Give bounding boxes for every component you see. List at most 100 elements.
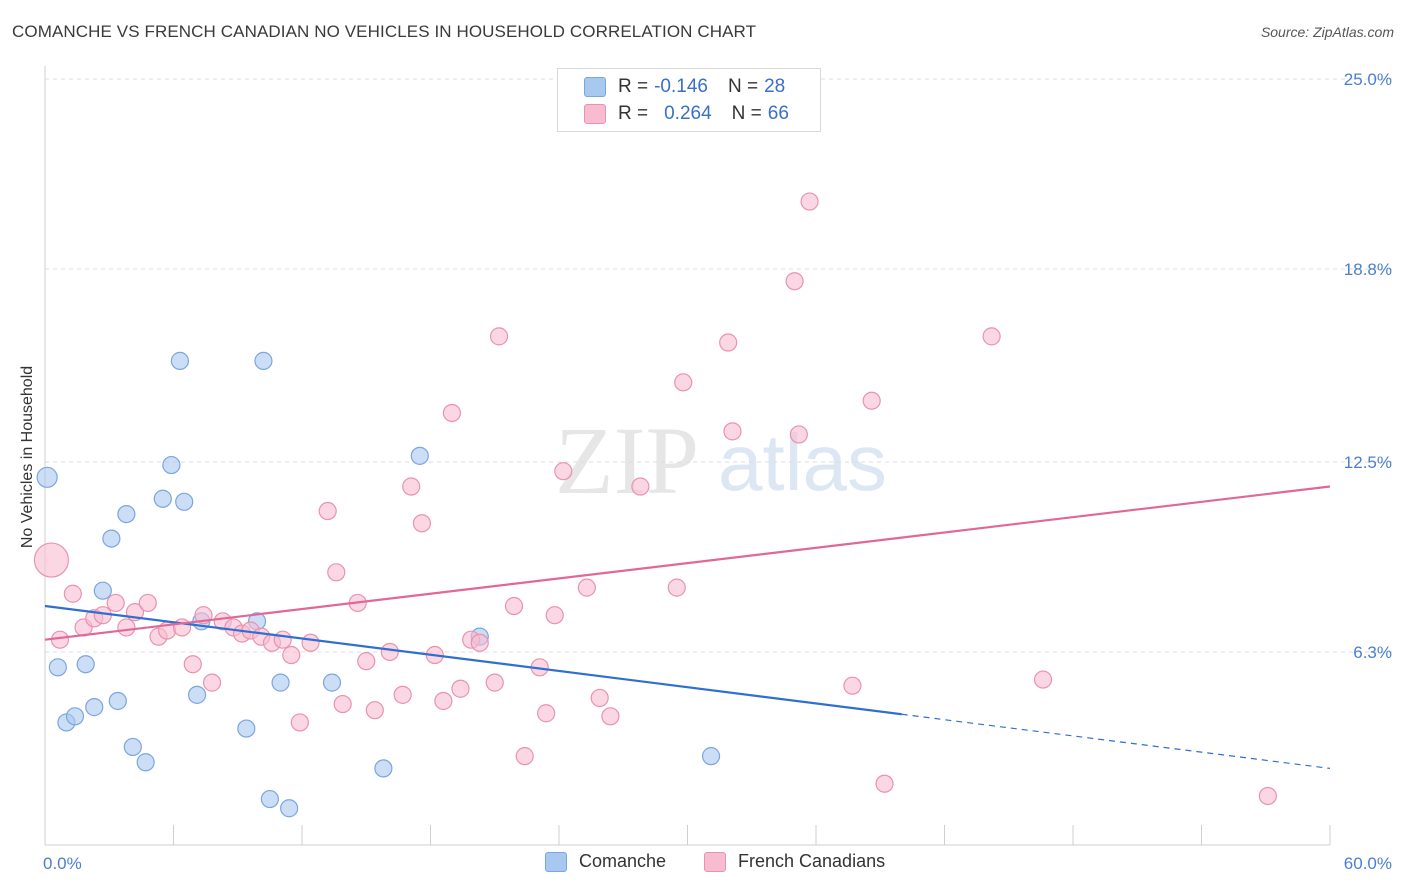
bottom-legend-swatch-french-canadians (704, 851, 726, 872)
comanche-point-21 (260, 789, 279, 809)
comanche-point-24 (322, 673, 342, 692)
french-canadians-point-27 (327, 563, 346, 582)
french-canadians-point-48 (545, 606, 564, 625)
grid-lines (45, 78, 1392, 653)
legend-row-french-canadians: R = 0.264 N = 66 (584, 101, 789, 127)
comanche-point-10 (123, 737, 142, 757)
comanche-point-0 (36, 466, 58, 488)
bottom-legend-label-french-canadians: French Canadians (738, 851, 886, 871)
legend-swatch-french-canadians (584, 104, 606, 124)
french-canadians-point-59 (789, 425, 808, 444)
french-canadians-point-41 (470, 633, 489, 652)
french-canadians-point-57 (723, 422, 742, 441)
french-canadians-point-63 (875, 774, 894, 793)
french-canadians-point-9 (138, 593, 157, 613)
french-canadians-point-6 (106, 593, 125, 613)
y-tick-label-2: 18.8% (1344, 260, 1392, 279)
french-canadians-point-55 (674, 373, 693, 392)
comanche-point-7 (102, 529, 121, 548)
french-canadians-point-44 (504, 596, 524, 616)
french-canadians-trend-line (44, 485, 1331, 641)
bottom-legend-swatch-comanche (545, 851, 567, 872)
axes (44, 66, 1331, 846)
french-canadians-point-61 (843, 676, 862, 695)
legend-swatch-comanche (584, 77, 606, 97)
n-value: 66 (767, 103, 789, 124)
french-canadians-point-13 (183, 655, 202, 674)
french-canadians-point-54 (667, 578, 686, 597)
y-tick-label-1: 12.5% (1344, 453, 1392, 472)
comanche-point-4 (76, 655, 95, 674)
comanche-point-18 (237, 719, 256, 738)
comanche-point-28 (701, 747, 721, 766)
bottom-legend-french-canadians: French Canadians (704, 851, 885, 872)
french-canadians-point-30 (357, 652, 376, 671)
x-tick-label-min: 0.0% (43, 854, 82, 873)
french-canadians-point-52 (601, 707, 620, 726)
comanche-point-23 (280, 799, 299, 818)
comanche-point-15 (175, 492, 194, 511)
comanche-point-6 (93, 581, 112, 600)
french-canadians-point-22 (273, 630, 292, 649)
french-canadians-point-38 (442, 403, 462, 423)
french-canadians-point-32 (380, 642, 399, 662)
comanche-point-16 (187, 685, 207, 704)
comanche-point-13 (162, 455, 181, 475)
french-canadians-point-43 (489, 327, 509, 346)
comanche-point-1 (48, 658, 67, 677)
comanche-point-12 (153, 489, 172, 508)
bottom-legend-comanche: Comanche (545, 851, 666, 872)
french-canadians-point-15 (202, 673, 222, 692)
y-tick-label-3: 25.0% (1344, 70, 1392, 89)
watermark-zip: ZIP (555, 407, 699, 514)
french-canadians-point-39 (451, 679, 470, 698)
comanche-point-3 (65, 707, 85, 726)
french-canadians-point-7 (117, 618, 136, 637)
x-tick-labels: 0.0% 60.0% (43, 854, 1392, 873)
x-tick-label-max: 60.0% (1344, 854, 1392, 873)
french-canadians-point-25 (301, 633, 320, 652)
french-canadians-point-0 (33, 542, 70, 578)
legend-row-comanche: R = -0.146 N = 28 (584, 74, 785, 100)
y-tick-label-0: 6.3% (1353, 643, 1392, 662)
comanche-point-5 (85, 698, 104, 717)
french-canadians-point-24 (290, 713, 309, 732)
source-label: Source: ZipAtlas.com (1260, 24, 1394, 40)
comanche-point-9 (117, 504, 136, 524)
n-value: 28 (764, 76, 786, 97)
r-label: R = (618, 103, 649, 124)
french-canadians-point-58 (785, 272, 804, 291)
comanche-point-11 (136, 753, 155, 772)
french-canadians-point-31 (365, 701, 384, 720)
comanche-point-20 (254, 351, 273, 370)
french-canadians-point-50 (577, 578, 596, 597)
bottom-legend-label-comanche: Comanche (579, 851, 667, 871)
french-canadians-point-45 (515, 747, 534, 766)
n-label: N = (731, 103, 762, 124)
comanche-trend-extension (901, 713, 1331, 769)
watermark: ZIP atlas (555, 407, 887, 514)
french-canadians-point-37 (434, 691, 453, 711)
chart-title: COMANCHE VS FRENCH CANADIAN NO VEHICLES … (12, 22, 757, 41)
french-canadians-point-60 (800, 192, 819, 211)
french-canadians-point-35 (412, 514, 432, 533)
french-canadians-point-5 (93, 606, 112, 625)
french-canadians-point-56 (719, 333, 738, 352)
comanche-trend-line (44, 604, 902, 716)
y-tick-labels: 6.3% 12.5% 18.8% 25.0% (1344, 70, 1392, 662)
comanche-point-22 (271, 673, 290, 692)
french-canadians-point-66 (1258, 786, 1277, 806)
french-canadians-point-65 (1033, 670, 1053, 689)
french-canadians-point-62 (862, 391, 881, 410)
french-canadians-point-33 (393, 685, 412, 704)
r-value: 0.264 (664, 103, 712, 124)
french-canadians-point-34 (402, 477, 421, 496)
french-canadians-point-26 (318, 501, 337, 521)
correlation-legend: R = -0.146 N = 28 R = 0.264 N = 66 (557, 68, 821, 132)
french-canadians-point-2 (63, 584, 82, 603)
french-canadians-point-53 (631, 477, 650, 496)
french-canadians-point-51 (590, 688, 609, 708)
comanche-point-8 (108, 691, 127, 711)
r-value: -0.146 (654, 76, 708, 97)
r-label: R = (618, 76, 649, 97)
